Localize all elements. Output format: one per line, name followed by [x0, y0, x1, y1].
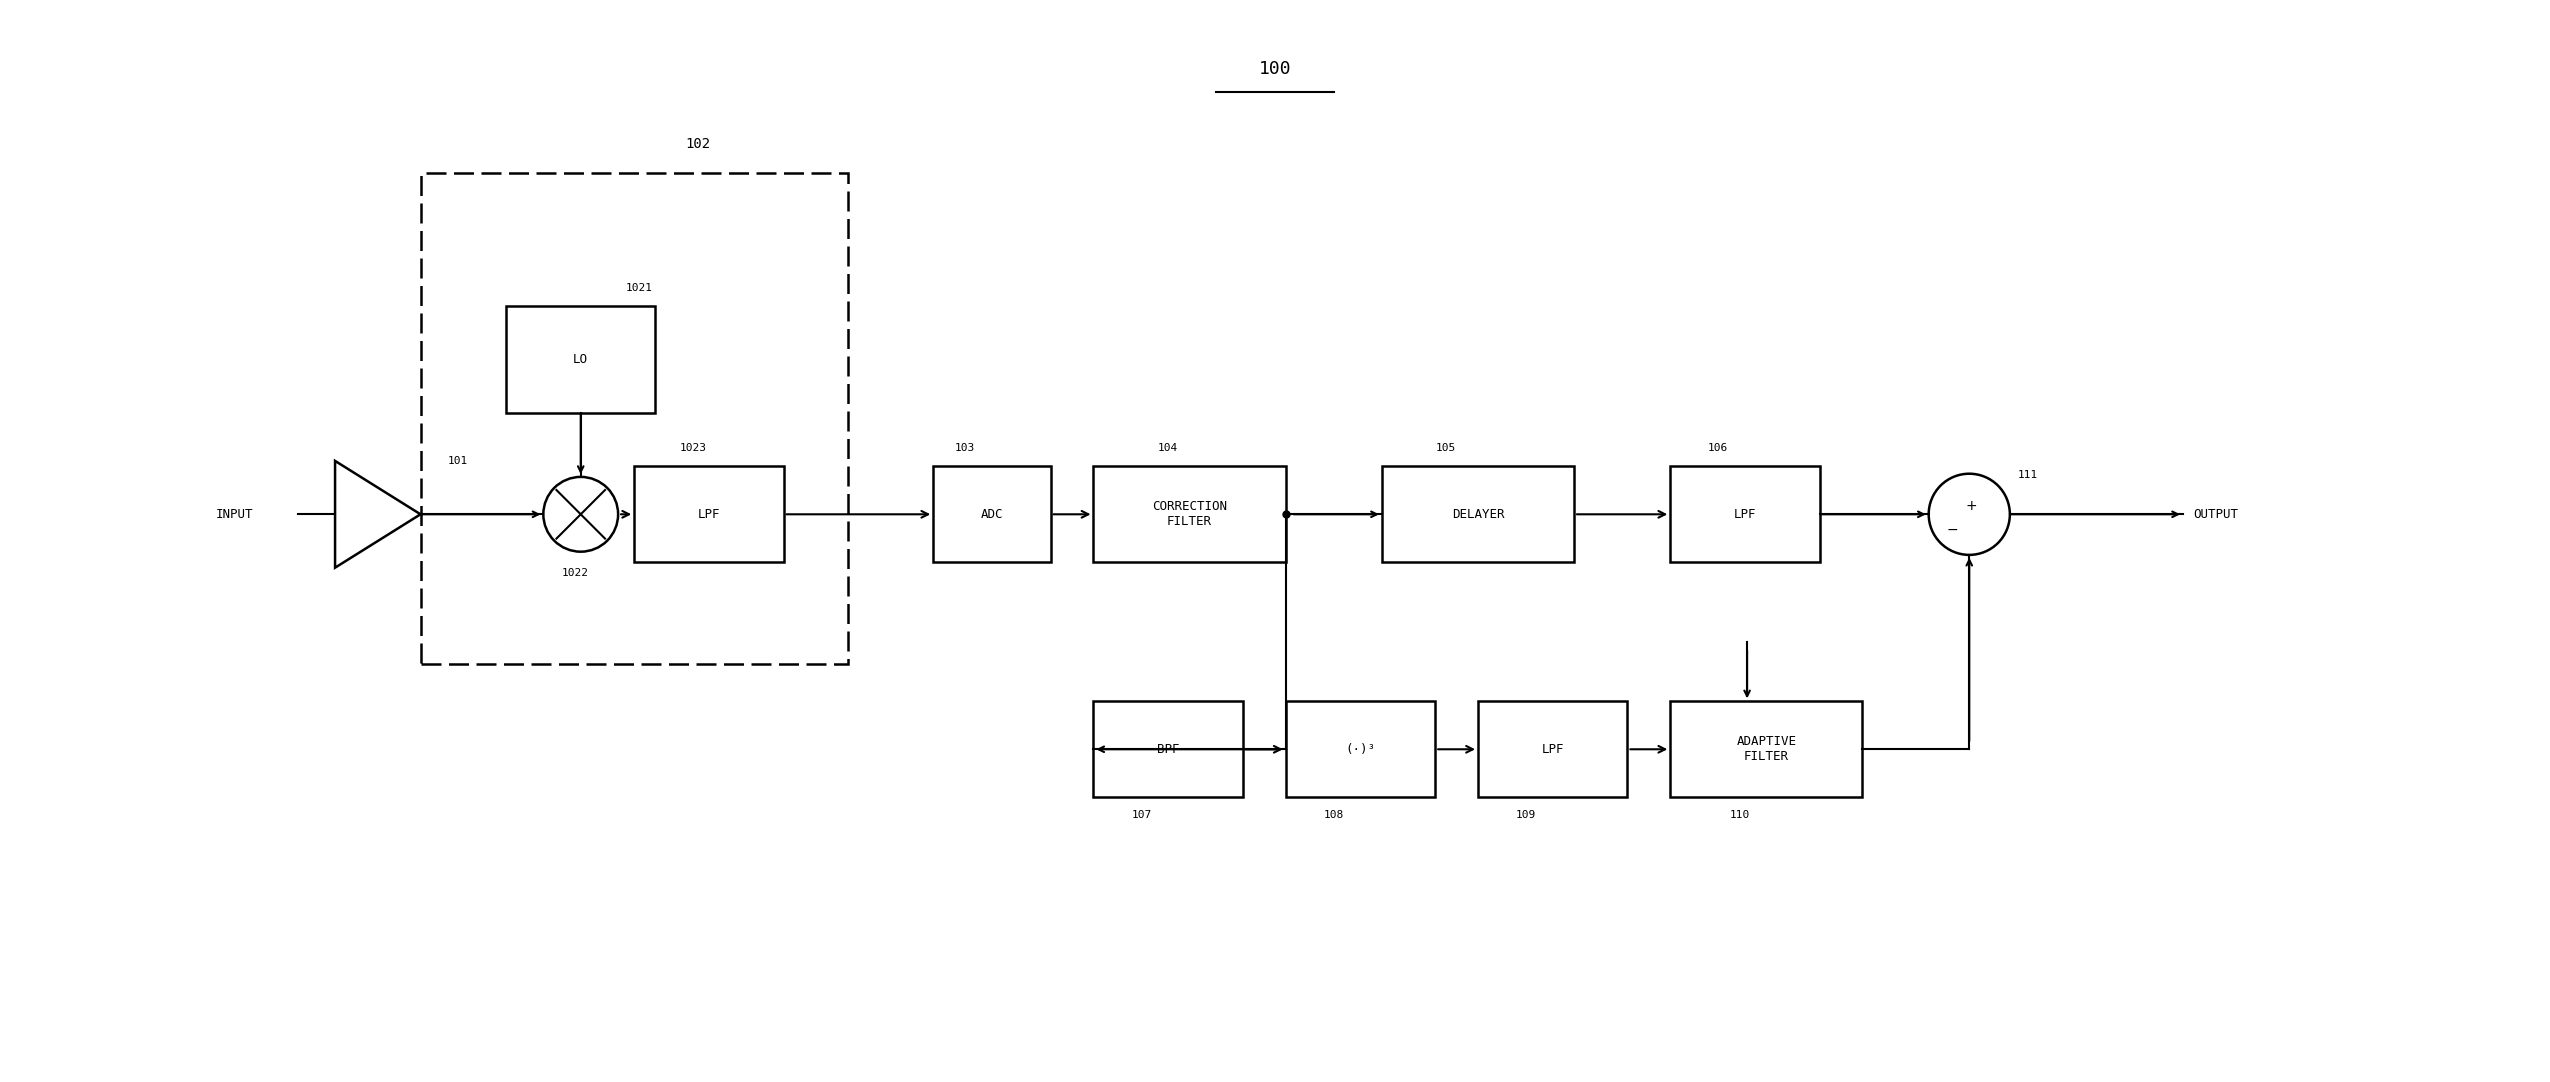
- Text: BPF: BPF: [1158, 742, 1181, 756]
- Bar: [1094, 466, 1285, 563]
- Text: ADC: ADC: [982, 507, 1002, 520]
- Text: 104: 104: [1158, 444, 1178, 453]
- Bar: [505, 306, 655, 413]
- Text: CORRECTION
FILTER: CORRECTION FILTER: [1153, 500, 1227, 528]
- Bar: [421, 172, 847, 664]
- Circle shape: [543, 477, 617, 552]
- Text: +: +: [1966, 499, 1976, 513]
- Bar: [1670, 466, 1821, 563]
- Text: 1021: 1021: [625, 283, 653, 293]
- Bar: [1670, 701, 1862, 797]
- Text: LPF: LPF: [699, 507, 719, 520]
- Polygon shape: [334, 461, 421, 568]
- Text: 106: 106: [1708, 444, 1729, 453]
- Text: 1022: 1022: [561, 568, 589, 578]
- Text: LPF: LPF: [1734, 507, 1757, 520]
- Bar: [1094, 701, 1242, 797]
- Bar: [1479, 701, 1627, 797]
- Text: 110: 110: [1729, 810, 1749, 820]
- Bar: [635, 466, 783, 563]
- Text: LO: LO: [574, 353, 589, 366]
- Text: 103: 103: [956, 444, 974, 453]
- Text: 1023: 1023: [678, 444, 706, 453]
- Text: 105: 105: [1436, 444, 1456, 453]
- Text: OUTPUT: OUTPUT: [2193, 507, 2239, 520]
- Text: 101: 101: [446, 457, 467, 466]
- Text: 102: 102: [686, 137, 711, 151]
- Text: 109: 109: [1515, 810, 1535, 820]
- Text: 100: 100: [1260, 61, 1290, 78]
- Text: DELAYER: DELAYER: [1451, 507, 1504, 520]
- Bar: [933, 466, 1051, 563]
- Text: −: −: [1946, 524, 1958, 538]
- Text: 107: 107: [1132, 810, 1153, 820]
- Bar: [1285, 701, 1436, 797]
- Text: LPF: LPF: [1540, 742, 1563, 756]
- Text: (·)³: (·)³: [1346, 742, 1374, 756]
- Text: ADAPTIVE
FILTER: ADAPTIVE FILTER: [1737, 736, 1795, 763]
- Circle shape: [1928, 474, 2009, 555]
- Bar: [1382, 466, 1573, 563]
- Text: INPUT: INPUT: [214, 507, 252, 520]
- Text: 111: 111: [2017, 470, 2037, 480]
- Text: 108: 108: [1323, 810, 1344, 820]
